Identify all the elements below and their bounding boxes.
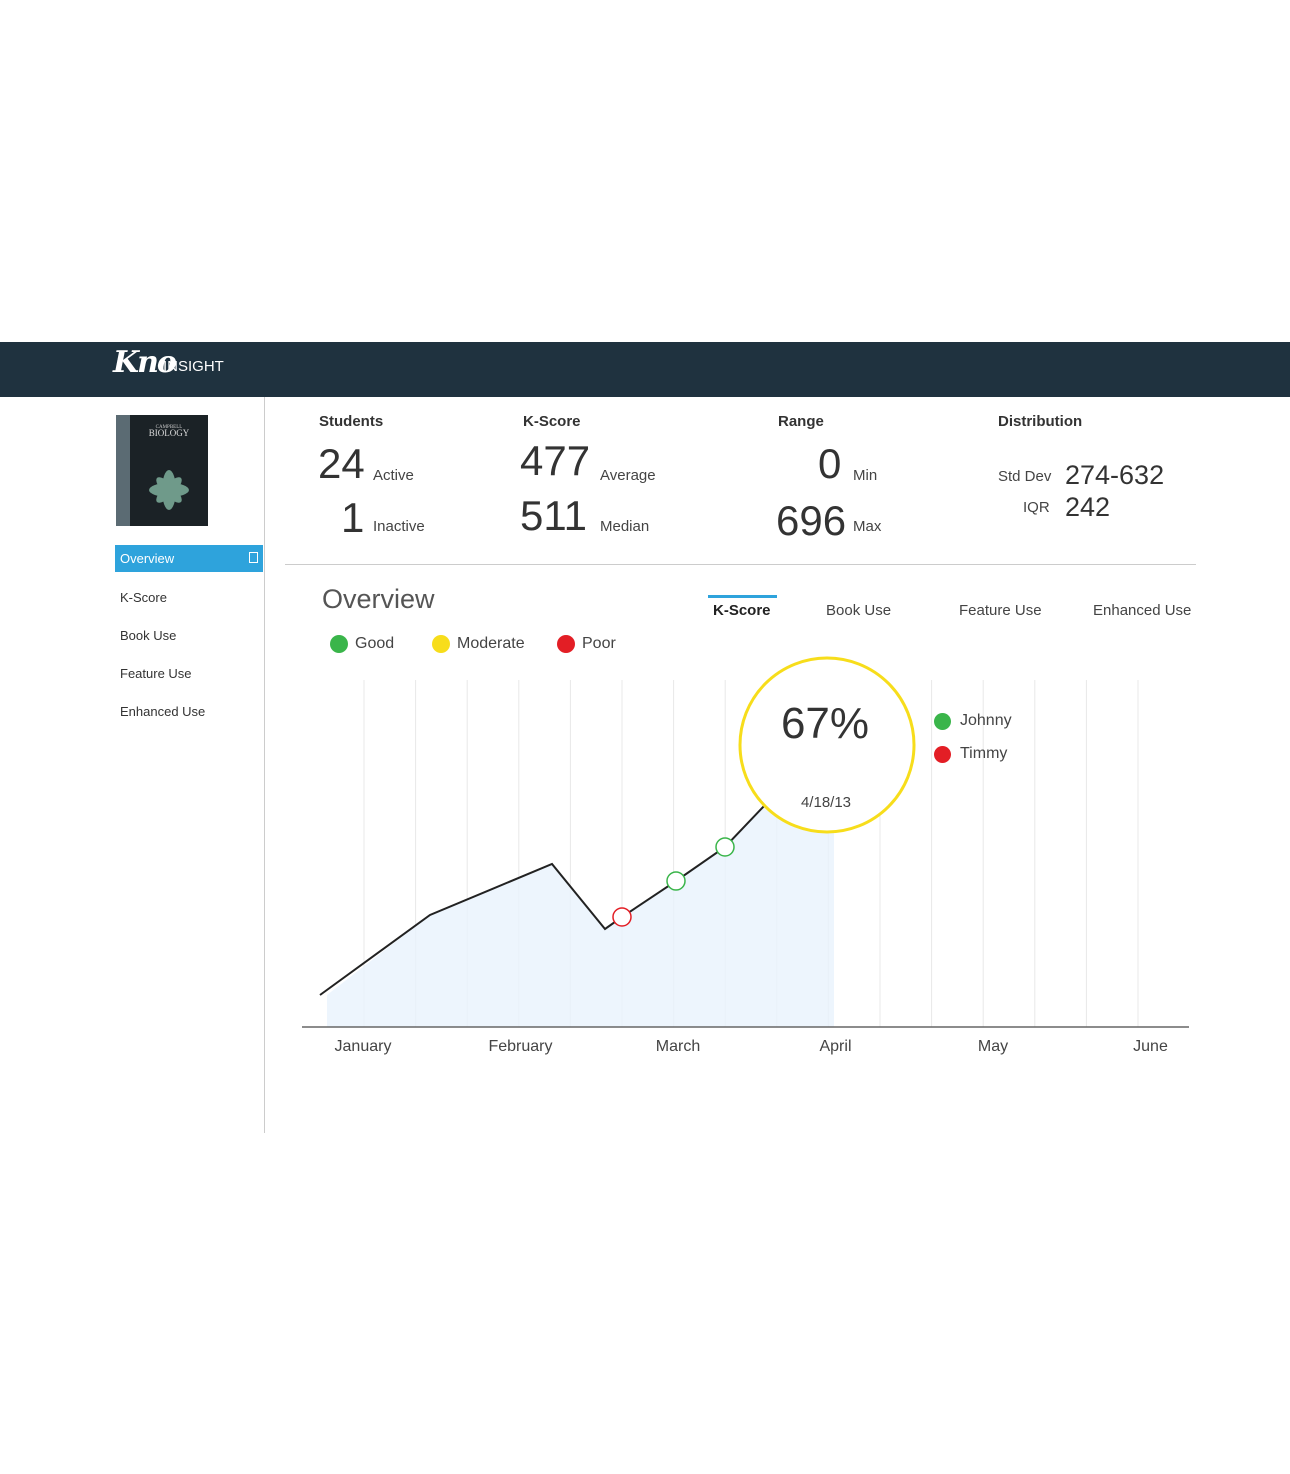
area-fill bbox=[327, 760, 834, 1027]
section-title: Overview bbox=[322, 584, 435, 614]
nav-item[interactable]: K-Score bbox=[120, 590, 167, 605]
legend-dot bbox=[432, 635, 450, 653]
nav-item[interactable]: Enhanced Use bbox=[120, 704, 206, 719]
student-name[interactable]: Timmy bbox=[960, 745, 1008, 762]
stat-value: 1 bbox=[341, 494, 365, 541]
stat-label: K-Score bbox=[523, 413, 581, 430]
nav-item[interactable]: Overview bbox=[115, 545, 263, 572]
cover-bg bbox=[116, 415, 208, 526]
tab[interactable]: Book Use bbox=[826, 602, 892, 619]
logo: Kno bbox=[113, 345, 177, 380]
stat-label: Students bbox=[319, 413, 384, 430]
stat-value: 696 bbox=[776, 497, 847, 544]
stat-value: 0 bbox=[818, 440, 842, 487]
plant-art bbox=[149, 470, 189, 510]
stat-caption: Median bbox=[600, 518, 650, 535]
month-label: May bbox=[978, 1038, 1008, 1055]
legend-dot bbox=[330, 635, 348, 653]
stat-caption: Min bbox=[853, 467, 878, 484]
legend-label: Moderate bbox=[457, 635, 525, 652]
stat-value: 242 bbox=[1065, 492, 1111, 522]
student-name[interactable]: Johnny bbox=[960, 712, 1012, 729]
stat-caption: IQR bbox=[1023, 499, 1050, 516]
stat-value: 274-632 bbox=[1065, 460, 1165, 490]
month-label: February bbox=[488, 1038, 552, 1055]
stat-label: Distribution bbox=[998, 413, 1083, 430]
student-dot bbox=[934, 713, 951, 730]
stats-divider bbox=[285, 564, 1196, 565]
month-label: June bbox=[1133, 1038, 1168, 1055]
product-name: INSIGHT bbox=[163, 358, 224, 375]
legend-label: Poor bbox=[582, 635, 616, 652]
nav-item[interactable]: Feature Use bbox=[120, 666, 192, 681]
tooltip-circle bbox=[738, 656, 916, 834]
tab[interactable]: Enhanced Use bbox=[1093, 602, 1192, 619]
stat-value: 477 bbox=[520, 437, 591, 484]
point-marker[interactable] bbox=[612, 907, 632, 927]
nav-close-icon[interactable] bbox=[249, 552, 258, 563]
legend-label: Good bbox=[355, 635, 395, 652]
tab[interactable]: K-Score bbox=[713, 602, 771, 619]
sidebar-divider bbox=[264, 397, 265, 1133]
book-cover: CAMPBELL BIOLOGY bbox=[116, 415, 208, 526]
cover-spine bbox=[116, 415, 130, 526]
point-marker[interactable] bbox=[715, 837, 735, 857]
chart: 67% 4/18/13 January February March April May… bbox=[302, 656, 1189, 1055]
tab-indicator bbox=[708, 595, 777, 598]
stat-caption: Inactive bbox=[373, 518, 425, 535]
stat-caption: Max bbox=[853, 518, 882, 535]
tab[interactable]: Feature Use bbox=[959, 602, 1042, 619]
stat-value: 511 bbox=[520, 492, 587, 539]
nav-item[interactable]: Book Use bbox=[120, 628, 177, 643]
stat-value: 24 bbox=[318, 440, 365, 487]
book-title: BIOLOGY bbox=[149, 428, 190, 438]
tooltip-value: 67% bbox=[781, 699, 869, 748]
tooltip-date: 4/18/13 bbox=[801, 794, 851, 811]
header-bar bbox=[0, 342, 1290, 397]
book-author: CAMPBELL bbox=[156, 425, 183, 430]
month-label: March bbox=[656, 1038, 700, 1055]
legend-dot bbox=[557, 635, 575, 653]
stat-caption: Active bbox=[373, 467, 414, 484]
stat-label: Range bbox=[778, 413, 824, 430]
student-dot bbox=[934, 746, 951, 763]
point-marker[interactable] bbox=[666, 871, 686, 891]
stat-caption: Average bbox=[600, 467, 656, 484]
stat-caption: Std Dev bbox=[998, 468, 1052, 485]
month-label: January bbox=[335, 1038, 392, 1055]
month-label: April bbox=[819, 1038, 851, 1055]
